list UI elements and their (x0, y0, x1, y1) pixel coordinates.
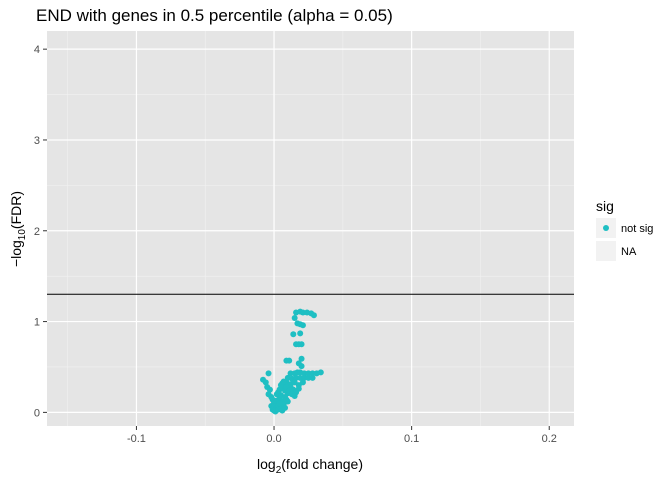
data-point (298, 341, 305, 348)
data-point (284, 398, 291, 405)
y-axis-ticks: 0 1 2 3 4 (34, 44, 47, 419)
legend-key-not-sig-point (603, 225, 609, 231)
data-point (309, 374, 316, 381)
legend-label-not-sig: not sig (621, 223, 653, 235)
chart-title: END with genes in 0.5 percentile (alpha … (36, 6, 393, 25)
data-point (297, 330, 304, 337)
data-point (280, 378, 287, 385)
data-point (299, 309, 306, 316)
x-tick-label: 0.1 (404, 433, 419, 445)
x-tick-label: -0.1 (127, 433, 146, 445)
legend-title: sig (596, 198, 614, 214)
data-point (301, 374, 308, 381)
data-point (286, 357, 293, 364)
data-point (287, 370, 294, 377)
data-point (262, 379, 269, 386)
data-point (309, 370, 316, 377)
data-point (290, 331, 297, 338)
y-tick-label: 1 (34, 317, 40, 329)
legend-label-na: NA (621, 246, 637, 258)
y-tick-label: 2 (34, 226, 40, 238)
y-tick-label: 4 (34, 44, 40, 56)
y-axis-title: −log10(FDR) (8, 191, 28, 267)
data-point (317, 369, 324, 376)
data-point (299, 322, 306, 329)
x-axis-ticks: -0.1 0.0 0.1 0.2 (127, 426, 557, 445)
plot-panel (47, 31, 574, 426)
data-point (305, 374, 312, 381)
data-point (276, 400, 283, 407)
x-axis-title: log2(fold change) (257, 456, 363, 476)
x-tick-label: 0.0 (266, 433, 281, 445)
data-point (298, 363, 305, 370)
data-point (282, 404, 289, 411)
legend: sig not sig NA (596, 198, 653, 261)
data-point (310, 312, 317, 319)
data-point (298, 355, 305, 362)
major-gridlines (47, 31, 574, 426)
data-point (297, 374, 304, 381)
y-tick-label: 3 (34, 135, 40, 147)
data-point (295, 385, 302, 392)
minor-gridlines (47, 31, 574, 426)
data-point (266, 386, 273, 393)
data-point (301, 370, 308, 377)
data-point (305, 370, 312, 377)
data-point (291, 314, 298, 321)
data-point (291, 393, 298, 400)
data-point (265, 370, 272, 377)
x-tick-label: 0.2 (542, 433, 557, 445)
data-point (293, 374, 300, 381)
data-point (275, 389, 282, 396)
y-tick-label: 0 (34, 407, 40, 419)
data-point (299, 379, 306, 386)
legend-key-na (596, 241, 616, 261)
data-points (260, 308, 324, 415)
